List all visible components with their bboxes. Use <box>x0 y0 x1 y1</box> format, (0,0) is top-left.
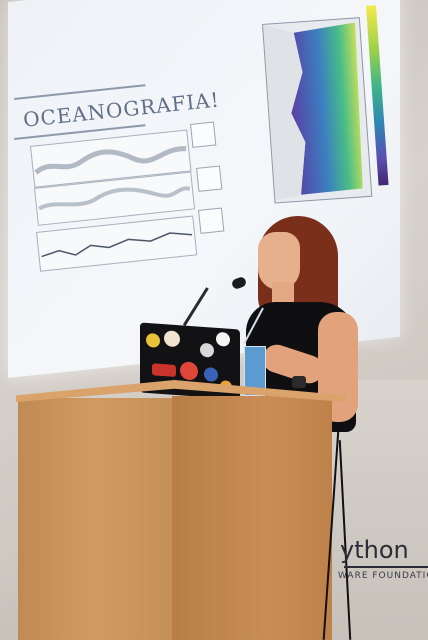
time-series-3 <box>41 232 193 258</box>
speaker-neck <box>272 282 294 308</box>
map-frame <box>262 17 373 204</box>
ocean-map <box>263 22 363 201</box>
podium-front <box>18 398 172 640</box>
sticker-skull <box>164 330 180 348</box>
podium-side <box>172 396 332 640</box>
legend-box-1 <box>190 121 217 148</box>
conference-badge <box>244 346 266 396</box>
sticker-red <box>152 363 176 378</box>
speaker-face <box>258 232 300 290</box>
sticker-blue <box>204 366 218 382</box>
sticker-yellow <box>146 332 160 348</box>
banner-subtitle: WARE FOUNDATION <box>338 571 428 581</box>
legend-box-2 <box>196 165 223 192</box>
sticker-orange <box>180 361 198 381</box>
time-series-panel-1 <box>30 129 192 188</box>
wristwatch <box>292 376 306 388</box>
legend-box-3 <box>198 207 225 234</box>
sticker-white <box>216 331 230 347</box>
sticker-grey <box>200 342 214 358</box>
banner-divider <box>344 566 428 568</box>
banner-title: ython <box>340 536 409 564</box>
time-series-panel-3 <box>36 215 198 272</box>
time-series-2 <box>38 186 191 211</box>
time-series-panel-2 <box>34 171 196 226</box>
time-series-1 <box>34 146 187 175</box>
